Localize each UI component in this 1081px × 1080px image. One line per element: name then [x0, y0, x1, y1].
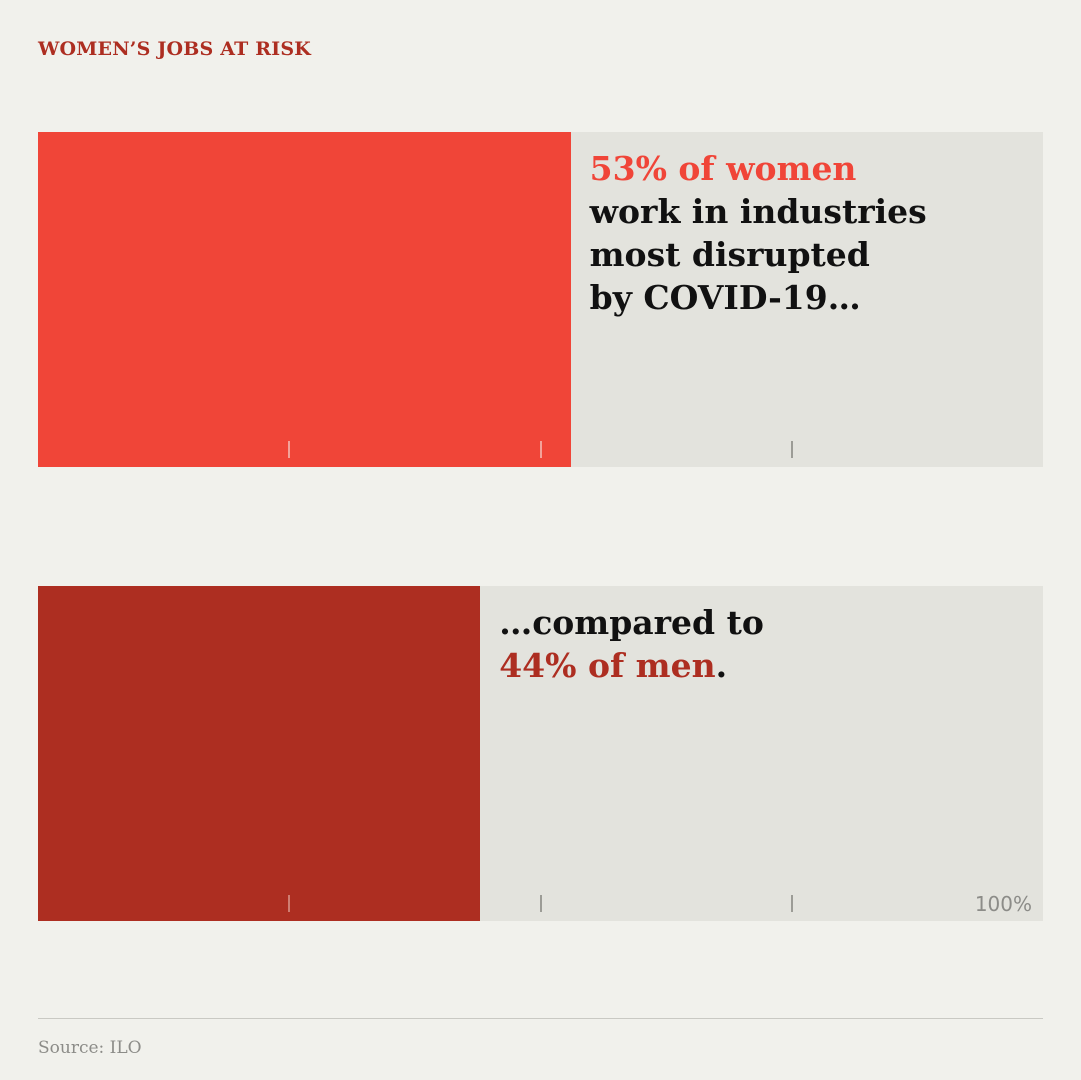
women-text-line-3: most disrupted [589, 235, 870, 274]
women-tick-25 [288, 441, 291, 458]
women-tick-50 [539, 441, 542, 458]
men-bar [38, 586, 481, 921]
men-bar-track: …compared to 44% of men. 100% [38, 586, 1043, 921]
women-highlight: 53% of women [589, 149, 857, 188]
men-tick-25 [288, 895, 291, 912]
source-note: Source: ILO [38, 1038, 142, 1058]
men-text-line-2: 44% of men. [499, 644, 764, 687]
women-bar-track: 53% of women work in industries most dis… [38, 132, 1043, 467]
chart-kicker-title: WOMEN’S JOBS AT RISK [38, 38, 312, 60]
women-text-line-4: by COVID-19… [589, 278, 861, 317]
axis-end-label: 100% [974, 892, 1032, 916]
men-tick-75 [790, 895, 793, 912]
women-text-line-2: work in industries [589, 192, 927, 231]
women-annotation: 53% of women work in industries most dis… [590, 147, 927, 319]
footer-rule [38, 1018, 1043, 1019]
women-tick-75 [790, 441, 793, 458]
women-bar [38, 132, 571, 467]
men-annotation: …compared to 44% of men. [499, 601, 764, 687]
men-text-tail: . [715, 646, 728, 685]
men-highlight: 44% of men [499, 646, 716, 685]
men-tick-50 [539, 895, 542, 912]
men-text-line-1: …compared to [499, 603, 764, 642]
